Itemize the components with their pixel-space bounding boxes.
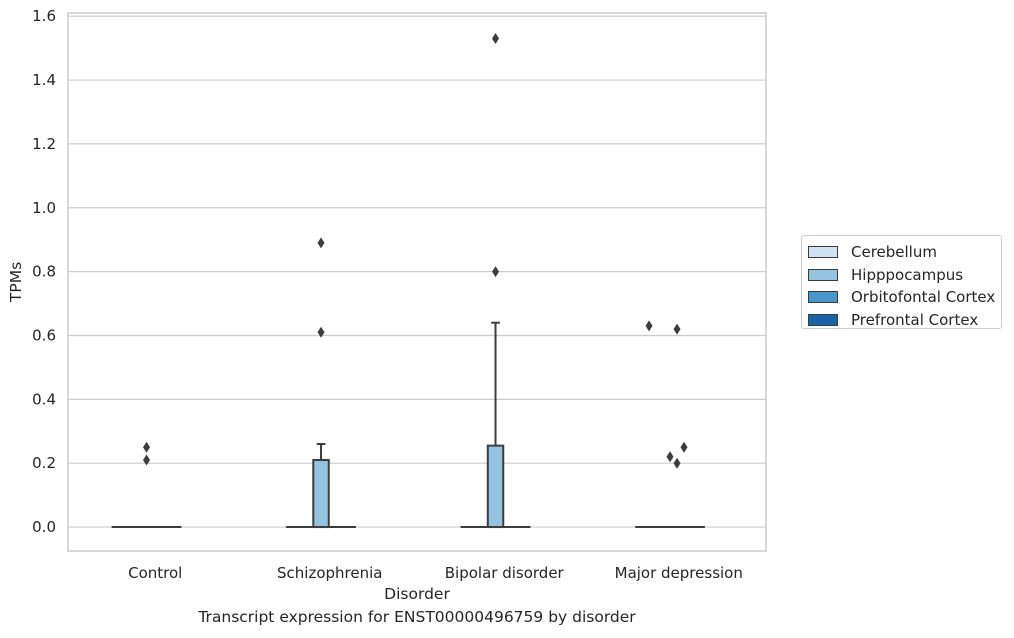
legend: Cerebellum Hipppocampus Orbitofontal Corte… — [801, 235, 1002, 329]
y-tick-label: 1.2 — [32, 135, 56, 153]
y-tick-label: 0.4 — [32, 390, 56, 408]
outlier-point — [143, 454, 151, 466]
outlier-point — [645, 320, 653, 332]
box-group — [460, 33, 531, 529]
y-axis-title: TPMs — [7, 262, 25, 303]
x-tick-label: Control — [128, 564, 182, 582]
legend-item: Orbitofontal Cortex — [808, 286, 1001, 309]
box-group — [286, 237, 356, 529]
box-body — [312, 459, 330, 529]
outlier-point — [680, 441, 688, 453]
outlier-point — [492, 33, 500, 45]
legend-label: Prefrontal Cortex — [851, 310, 979, 329]
y-tick-label: 0.0 — [32, 518, 56, 536]
outlier-point — [673, 457, 681, 469]
legend-label: Hipppocampus — [851, 265, 964, 284]
outlier-point — [673, 323, 681, 335]
outlier-point — [317, 237, 325, 249]
x-tick-label: Bipolar disorder — [445, 564, 565, 582]
y-tick-label: 0.6 — [32, 326, 56, 344]
legend-swatch — [808, 268, 838, 281]
legend-swatch — [808, 291, 838, 304]
box-group — [635, 320, 705, 529]
plot-frame — [67, 12, 767, 552]
y-tick-label: 0.8 — [32, 263, 56, 281]
box-plots — [111, 33, 705, 529]
figure-caption: Transcript expression for ENST0000049675… — [198, 608, 636, 626]
legend-swatch — [808, 246, 838, 259]
y-tick-label: 1.6 — [32, 7, 56, 25]
legend-label: Cerebellum — [851, 243, 937, 262]
outlier-point — [143, 441, 151, 453]
y-tick-label: 1.0 — [32, 199, 56, 217]
outlier-point — [317, 326, 325, 338]
x-tick-labels: Control Schizophrenia Bipolar disorder Majo… — [128, 564, 743, 582]
outlier-point — [492, 266, 500, 278]
outlier-point — [666, 451, 674, 463]
box-body — [486, 444, 505, 529]
y-tick-label: 0.2 — [32, 454, 56, 472]
legend-label: Orbitofontal Cortex — [851, 288, 996, 307]
y-tick-label: 1.4 — [32, 71, 56, 89]
box-group — [111, 441, 182, 529]
x-axis-title: Disorder — [384, 585, 450, 603]
x-tick-label: Major depression — [615, 564, 743, 582]
legend-item: Cerebellum — [808, 241, 1001, 264]
legend-swatch — [808, 313, 838, 326]
y-tick-labels: 0.0 0.2 0.4 0.6 0.8 1.0 1.2 1.4 1.6 — [32, 7, 56, 536]
legend-item: Hipppocampus — [808, 264, 1001, 287]
grid-lines — [68, 15, 766, 528]
legend-item: Prefrontal Cortex — [808, 309, 1001, 332]
x-tick-label: Schizophrenia — [277, 564, 382, 582]
